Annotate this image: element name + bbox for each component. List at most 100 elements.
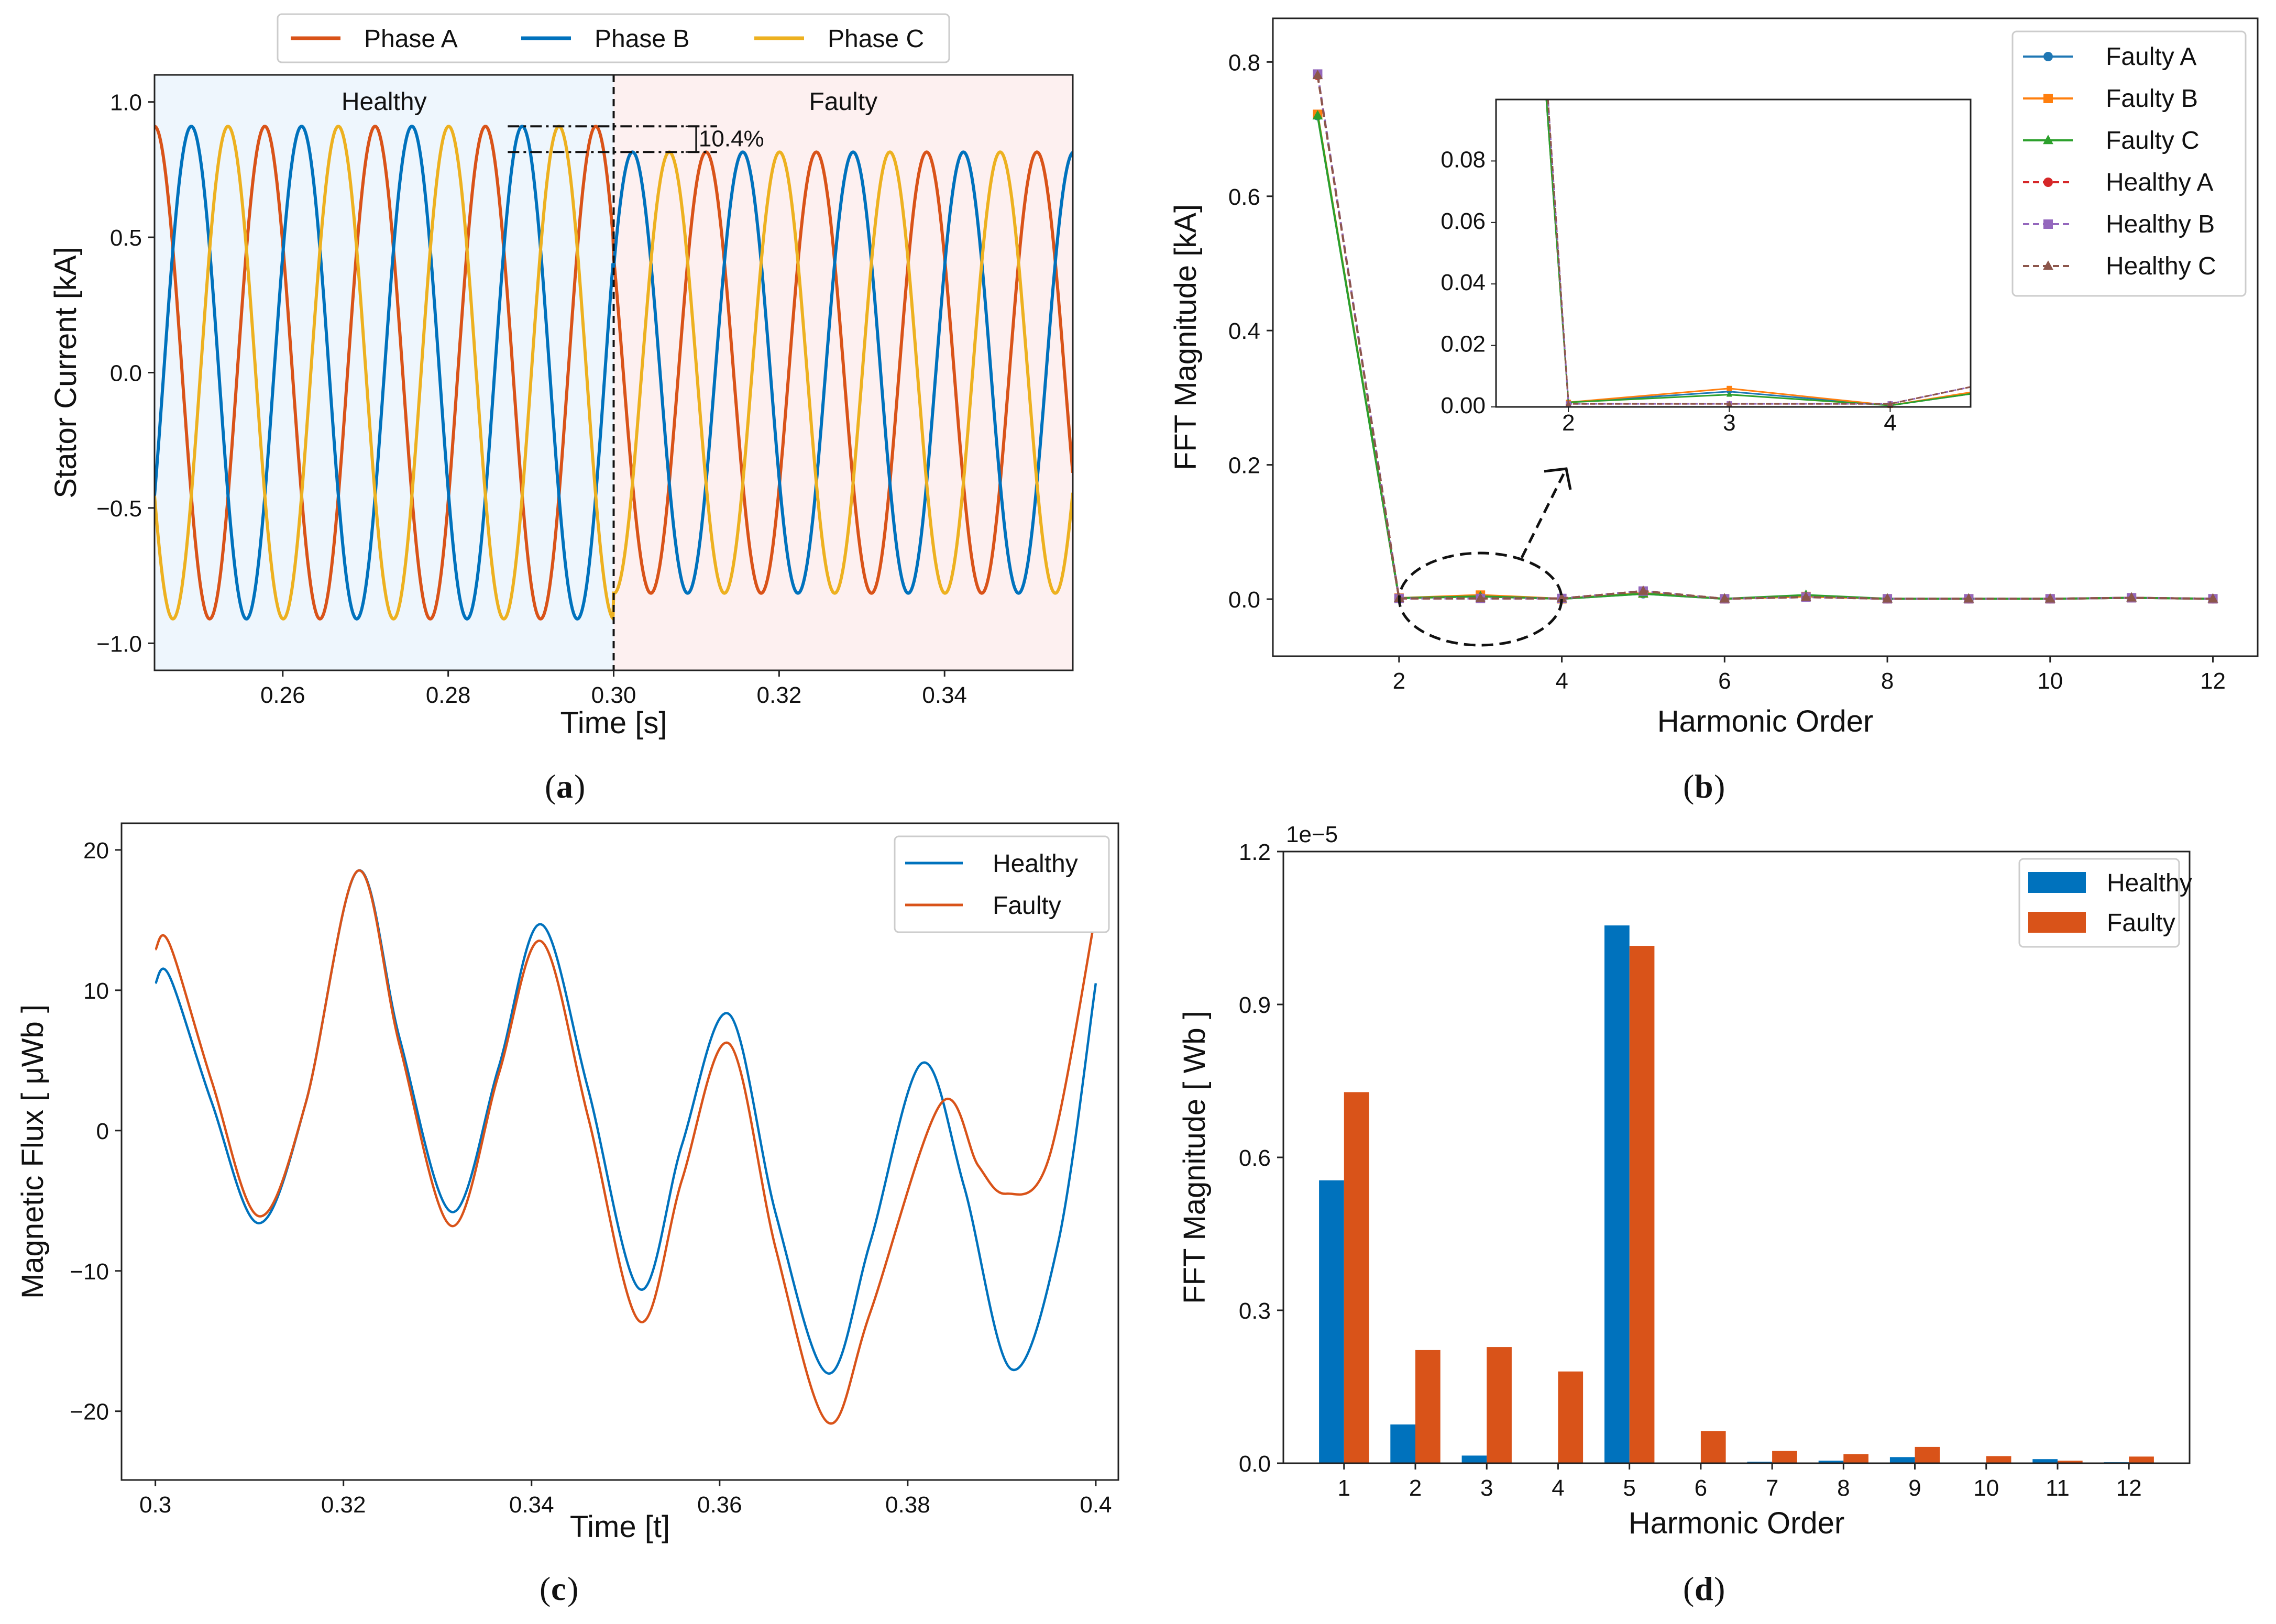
x-tick-label-d: 12 [2116,1475,2142,1501]
x-tick-label-a: 0.30 [591,682,636,708]
x-tick-label-a: 0.28 [426,682,471,708]
x-tick-label-a: 0.26 [260,682,305,708]
bar-healthy-9 [1889,1457,1915,1463]
panel-label-c: c [551,1570,566,1607]
inset-line-faulty-b [1545,100,1971,406]
series-line-faulty-c [1316,115,2213,600]
legend-box-a [277,13,950,63]
legend-label-d: Faulty [2107,909,2175,937]
x-tick-label-c: 0.32 [321,1492,366,1518]
bar-faulty-2 [1415,1350,1441,1463]
bar-faulty-6 [1700,1431,1726,1463]
legend-label-b: Faulty C [2106,127,2200,154]
inset-frame [1495,98,1972,408]
x-tick-label-b: 2 [1393,668,1405,694]
y-tick-label-a: 0.5 [110,225,142,251]
legend-label-b: Faulty A [2106,43,2196,71]
x-axis-label-b: Harmonic Order [1657,704,1874,738]
legend-label-a: Phase B [595,25,689,53]
x-axis-label-d: Harmonic Order [1629,1506,1845,1540]
bar-faulty-4 [1558,1371,1584,1463]
x-tick-label-d: 6 [1695,1475,1707,1501]
y-tick-label-d: 0.0 [1239,1451,1271,1477]
legend-label-a: Phase A [364,25,458,53]
legend-label-b: Healthy C [2106,252,2216,280]
inset-line-faulty-a [1545,100,1971,406]
offset-label-d: 1e−5 [1286,822,1338,847]
inset-point [1887,401,1893,406]
y-tick-label-b: 0.6 [1228,184,1260,210]
bar-faulty-10 [1986,1456,2011,1463]
bar-healthy-1 [1319,1180,1344,1463]
x-tick-label-d: 2 [1409,1475,1422,1501]
data-point-healthy-c [1963,593,1974,603]
data-point-healthy-c [2044,593,2055,603]
data-point-healthy-c [1638,585,1648,595]
region-label-faulty: Faulty [809,88,877,116]
legend-swatch-d [2028,912,2086,933]
inset-y-tick-label: 0.08 [1441,147,1486,172]
panel-a: Healthy Faulty 10.4% 0.26 0.28 0.30 0.32 0.34 1.… [49,13,1074,740]
inset-x-tick-label: 2 [1562,410,1575,436]
x-tick-label-d: 10 [1973,1475,1999,1501]
axes-frame-c [120,822,1119,1481]
panel-d: 1 2 3 4 5 6 7 8 9 10 11 120.00.30.60.91.21e−5Harmon… [1178,822,2192,1540]
panel-label-b-close: ) [1714,768,1725,805]
inset-point [1726,391,1732,397]
bar-faulty-9 [1915,1446,1940,1463]
bar-healthy-3 [1461,1455,1487,1463]
y-tick-label-b: 0.8 [1228,50,1260,75]
legend-swatch-d [2028,872,2086,893]
inset-x-tick-label: 3 [1723,410,1735,436]
y-tick-label-a: 1.0 [110,90,142,116]
x-tick-label-b: 4 [1555,668,1568,694]
x-tick-label-c: 0.3 [139,1492,171,1518]
panel-label-a-open: ( [545,768,556,805]
panel-label-d-open: ( [1683,1570,1694,1607]
legend-label-a: Phase C [828,25,924,53]
y-tick-label-d: 0.9 [1239,992,1271,1018]
y-tick-label-a: −1.0 [96,631,142,657]
legend-label-b: Healthy B [2106,211,2215,238]
data-point-healthy-c [2207,593,2218,603]
panel-label-c-close: ) [567,1570,578,1607]
legend-marker-b [2043,260,2053,270]
inset-point [1727,385,1732,391]
legend-label-c: Healthy [993,850,1078,878]
inset-point [1726,401,1732,406]
axes-frame-b [1272,17,2259,657]
legend-label-b: Healthy A [2106,169,2213,196]
x-tick-label-b: 8 [1881,668,1894,694]
y-tick-label-a: −0.5 [96,496,142,522]
data-point-healthy-c [1475,592,1486,602]
zoom-arrow [1520,473,1565,559]
x-tick-label-c: 0.38 [885,1492,930,1518]
annotation-label: 10.4% [699,126,764,152]
y-axis-label-c: Magnetic Flux [ μWb ] [16,1004,50,1299]
data-point-faulty-c [1312,110,1323,120]
data-point-healthy-c [1312,70,1323,80]
y-tick-label-c: −10 [70,1259,109,1285]
panel-label-b-open: ( [1683,768,1694,805]
data-point-healthy-c [1800,591,1811,601]
series-line-phase-b [155,125,1073,621]
panel-label-a-close: ) [574,768,585,805]
annotation-bracket [685,125,697,153]
x-tick-label-d: 9 [1908,1475,1921,1501]
data-point-healthy-c [1882,593,1893,603]
inset-x-tick-label: 4 [1884,410,1896,436]
bar-healthy-11 [2032,1459,2058,1463]
panel-label-d: d [1695,1570,1713,1607]
inset-point [1565,401,1571,406]
x-tick-label-a: 0.32 [757,682,802,708]
x-tick-label-d: 5 [1623,1475,1635,1501]
bar-healthy-2 [1390,1424,1415,1463]
y-tick-label-d: 1.2 [1239,839,1271,865]
y-tick-label-c: −20 [70,1399,109,1425]
panel-b: 2 3 4 0.00 0.02 0.04 0.06 0.08 2 4 6 8 10 12 0.0 0.2 0.4… [1169,17,2259,738]
zoom-arrowhead [1544,467,1572,490]
x-axis-label-a: Time [s] [560,706,667,740]
x-tick-label-a: 0.34 [922,682,967,708]
y-tick-label-b: 0.4 [1228,318,1260,344]
